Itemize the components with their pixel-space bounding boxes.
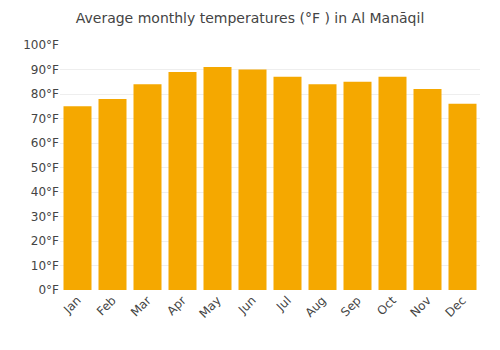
svg-text:30°F: 30°F [31,210,59,224]
svg-text:Jan: Jan [60,293,84,317]
svg-text:10°F: 10°F [31,259,59,273]
svg-text:Feb: Feb [94,293,119,318]
svg-text:70°F: 70°F [31,112,59,126]
svg-text:Nov: Nov [407,293,433,319]
svg-text:Jul: Jul [273,293,294,314]
svg-text:100°F: 100°F [23,38,59,52]
svg-text:Mar: Mar [128,293,154,319]
svg-text:Oct: Oct [374,293,399,318]
svg-text:May: May [196,293,223,320]
svg-text:Aug: Aug [302,293,328,319]
svg-text:Apr: Apr [164,293,189,318]
svg-text:60°F: 60°F [31,136,59,150]
svg-text:20°F: 20°F [31,234,59,248]
svg-text:50°F: 50°F [31,161,59,175]
svg-text:Jun: Jun [235,293,259,317]
svg-text:90°F: 90°F [31,63,59,77]
svg-text:80°F: 80°F [31,87,59,101]
svg-text:Average monthly temperatures (: Average monthly temperatures (°F ) in Al… [76,10,425,26]
svg-text:Dec: Dec [443,293,469,319]
svg-text:40°F: 40°F [31,185,59,199]
svg-text:0°F: 0°F [38,283,59,297]
svg-text:Sep: Sep [338,293,364,319]
